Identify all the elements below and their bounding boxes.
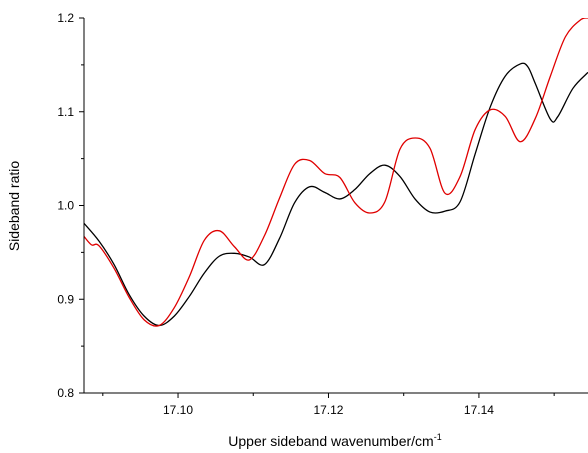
x-axis-title-superscript: -1	[434, 432, 442, 442]
plot-lines	[84, 18, 588, 327]
y-tick-label: 1.0	[57, 199, 74, 213]
x-tick-label: 17.12	[313, 403, 343, 417]
x-tick-label: 17.14	[464, 403, 494, 417]
axes	[83, 18, 588, 394]
x-axis-title: Upper sideband wavenumber/cm-1	[228, 432, 441, 449]
y-axis-title: Sideband ratio	[6, 161, 22, 252]
y-tick-label: 1.1	[57, 105, 74, 119]
series-line-1	[84, 62, 588, 327]
x-axis-title-main: Upper sideband wavenumber/cm	[228, 433, 433, 449]
series-line-2	[84, 18, 588, 327]
y-tick-label: 0.9	[57, 292, 74, 306]
y-tick-label: 1.2	[57, 11, 74, 25]
x-tick-label: 17.10	[163, 403, 193, 417]
ticks: 0.8 0.9 1.0 1.1 1.2 17.10 17.12 17.14	[57, 11, 555, 417]
y-tick-label: 0.8	[57, 386, 74, 400]
